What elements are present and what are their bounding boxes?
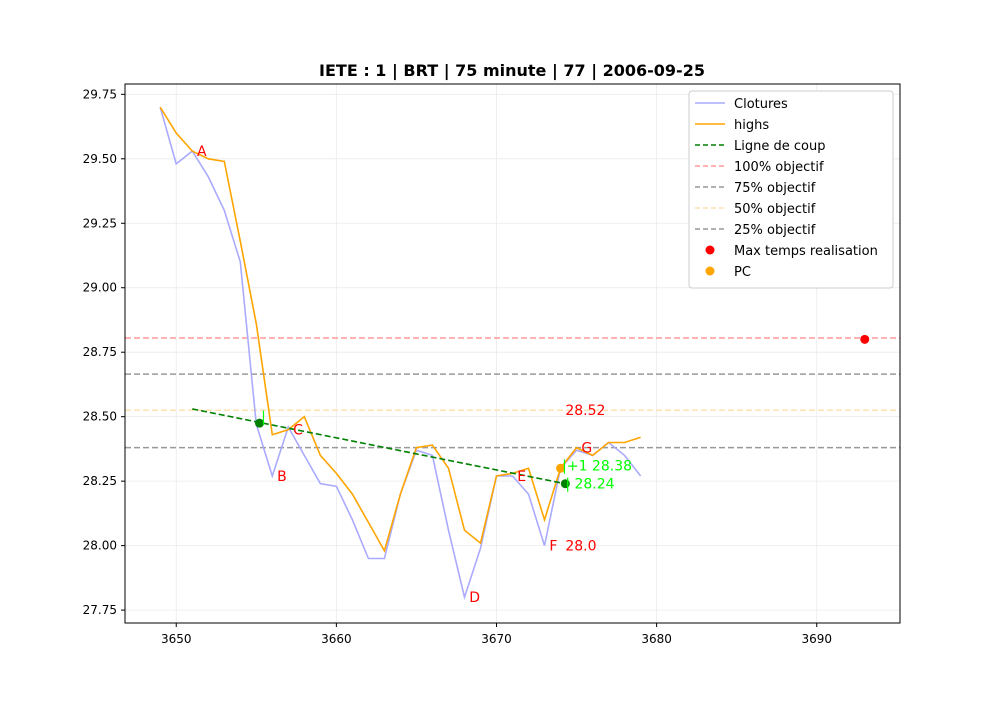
y-tick-label: 29.75 bbox=[83, 87, 117, 101]
x-tick-label: 3660 bbox=[321, 632, 352, 646]
y-tick-label: 28.00 bbox=[83, 539, 117, 553]
scatter-point-pc bbox=[556, 463, 566, 473]
scatter-point-max bbox=[860, 334, 870, 344]
y-tick-label: 28.75 bbox=[83, 345, 117, 359]
annotation-label: C bbox=[293, 423, 303, 439]
marker-point bbox=[560, 479, 570, 489]
annotation-label: D bbox=[469, 590, 480, 606]
annotation-label: | bbox=[261, 410, 266, 426]
y-tick-label: 28.25 bbox=[83, 474, 117, 488]
annotation-label: 28.0 bbox=[565, 539, 596, 555]
y-tick-label: 27.75 bbox=[83, 603, 117, 617]
annotation-label: | 28.24 bbox=[565, 477, 614, 493]
legend-label: 50% objectif bbox=[734, 202, 816, 217]
x-tick-label: 3670 bbox=[481, 632, 512, 646]
annotation-label: 28.52 bbox=[565, 403, 605, 419]
x-tick-label: 3680 bbox=[641, 632, 672, 646]
legend-label: Ligne de coup bbox=[734, 139, 825, 154]
plot-frame bbox=[124, 83, 901, 624]
legend-label: Max temps realisation bbox=[734, 244, 878, 259]
legend-label: 25% objectif bbox=[734, 223, 816, 238]
y-tick-label: 29.25 bbox=[83, 216, 117, 230]
y-tick-label: 29.00 bbox=[83, 281, 117, 295]
annotation-label: |+1 28.38 bbox=[562, 459, 632, 475]
legend-label: highs bbox=[734, 118, 769, 133]
annotation-label: E bbox=[517, 469, 526, 485]
legend-label: 75% objectif bbox=[734, 181, 816, 196]
marker-point bbox=[255, 418, 265, 428]
annotation-label: G bbox=[581, 441, 592, 457]
annotation-label: A bbox=[197, 144, 207, 160]
legend-label: Clotures bbox=[734, 97, 788, 112]
legend-swatch bbox=[705, 245, 715, 255]
y-tick-label: 29.50 bbox=[83, 152, 117, 166]
legend-box bbox=[688, 90, 894, 289]
x-tick-label: 3690 bbox=[801, 632, 832, 646]
annotation-label: F bbox=[549, 539, 557, 555]
x-tick-label: 3650 bbox=[161, 632, 192, 646]
legend-swatch bbox=[705, 266, 715, 276]
annotation-label: B bbox=[277, 469, 287, 485]
legend-label: PC bbox=[734, 265, 751, 280]
chart-title: IETE : 1 | BRT | 75 minute | 77 | 2006-0… bbox=[319, 61, 705, 81]
y-tick-label: 28.50 bbox=[83, 410, 117, 424]
legend-label: 100% objectif bbox=[734, 160, 824, 175]
